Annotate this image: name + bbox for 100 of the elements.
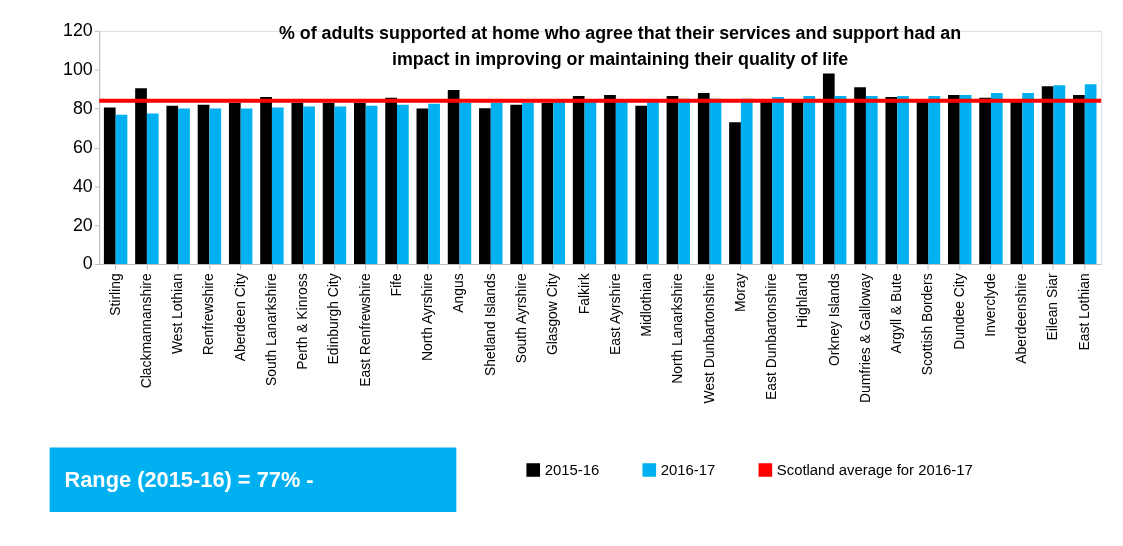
bar xyxy=(303,106,315,264)
bar xyxy=(541,102,554,264)
bar xyxy=(729,122,741,264)
y-tick-label: 60 xyxy=(72,136,93,157)
bar xyxy=(459,102,472,264)
x-tick-label: Shetland Islands xyxy=(481,273,498,376)
x-tick-label: Glasgow City xyxy=(544,273,561,356)
bar xyxy=(1084,84,1097,264)
bar xyxy=(522,102,534,264)
bar xyxy=(178,108,190,264)
bar xyxy=(166,105,179,264)
bar xyxy=(697,93,710,264)
bar xyxy=(146,113,159,264)
bar xyxy=(135,88,147,264)
bar xyxy=(834,95,847,264)
bar xyxy=(354,102,366,264)
text: Range (2015-16) = 77% - xyxy=(64,467,314,493)
x-tick-label: Edinburgh City xyxy=(325,273,342,365)
bar xyxy=(228,102,241,264)
bar xyxy=(334,106,347,264)
bar xyxy=(760,100,773,264)
bar xyxy=(865,95,878,264)
bar xyxy=(209,108,222,264)
bar xyxy=(791,100,804,264)
bar xyxy=(260,96,272,264)
legend-label: Scotland average for 2016-17 xyxy=(776,461,973,478)
bar xyxy=(271,107,284,264)
bar xyxy=(897,95,909,264)
bar xyxy=(615,101,628,264)
bar xyxy=(197,104,210,264)
x-tick-label: Perth & Kinross xyxy=(294,273,311,370)
x-tick-label: Eilean Siar xyxy=(1044,273,1061,341)
bar xyxy=(553,101,566,264)
x-tick-label: Scottish Borders xyxy=(919,273,936,376)
bar xyxy=(447,90,460,264)
bar xyxy=(1053,85,1066,264)
x-tick-label: East Ayrshire xyxy=(606,273,623,355)
x-tick-label: Argyll & Bute xyxy=(888,273,905,354)
bar xyxy=(510,104,523,264)
bar xyxy=(959,94,972,264)
bar xyxy=(572,95,585,264)
bar xyxy=(604,94,616,264)
bar xyxy=(1010,100,1023,264)
bar xyxy=(490,102,503,264)
x-tick-label: Orkney Islands xyxy=(825,273,842,366)
bar xyxy=(772,96,784,264)
x-tick-label: Stirling xyxy=(106,273,123,316)
bar xyxy=(103,107,116,264)
x-tick-label: East Lothian xyxy=(1075,273,1092,351)
bar xyxy=(635,105,648,264)
bar xyxy=(1041,86,1054,264)
bar xyxy=(428,103,440,264)
x-tick-label: Dundee City xyxy=(950,273,967,350)
legend-label: 2015-16 xyxy=(544,461,600,478)
bar xyxy=(479,108,491,264)
x-tick-label: Midlothian xyxy=(638,273,655,337)
bar xyxy=(584,101,597,264)
x-tick-label: Moray xyxy=(731,273,748,312)
x-tick-label: North Lanarkshire xyxy=(669,273,686,384)
bar xyxy=(666,95,679,264)
bar xyxy=(854,87,866,264)
bar xyxy=(803,95,816,264)
legend-label: 2016-17 xyxy=(660,461,716,478)
bar xyxy=(240,108,253,264)
bar xyxy=(928,95,941,264)
x-tick-label: Angus xyxy=(450,273,467,313)
x-tick-label: Dumfries & Galloway xyxy=(856,273,873,403)
bar xyxy=(822,73,835,264)
chart-title: % of adults supported at home who agree that their services and support had an impact in improving or maintaining their quality of life xyxy=(278,22,962,69)
bar xyxy=(916,100,929,264)
bar xyxy=(1022,93,1034,264)
bar xyxy=(115,114,128,264)
x-tick-label: Clackmannanshire xyxy=(137,273,154,389)
x-tick-label: Fife xyxy=(387,273,404,297)
x-tick-label: East Dunbartonshire xyxy=(763,273,780,400)
x-tick-label: Aberdeen City xyxy=(231,273,248,362)
x-tick-label: East Renfrewshire xyxy=(356,273,373,387)
bar xyxy=(990,93,1003,264)
x-tick-label: West Lothian xyxy=(169,273,186,355)
x-tick-label: North Ayrshire xyxy=(419,273,436,362)
bar xyxy=(416,108,429,264)
x-tick-label: South Lanarkshire xyxy=(262,273,279,387)
x-tick-label: Falkirk xyxy=(575,273,592,315)
x-tick-label: Aberdeenshire xyxy=(1013,273,1030,364)
y-tick-label: 120 xyxy=(62,20,93,41)
bar xyxy=(322,102,335,264)
bar xyxy=(291,102,304,264)
bar xyxy=(396,104,409,264)
bar xyxy=(1073,94,1085,264)
y-tick-label: 20 xyxy=(72,214,93,235)
x-tick-label: South Ayrshire xyxy=(513,273,529,364)
y-tick-label: 100 xyxy=(62,59,93,80)
bar xyxy=(885,96,898,264)
x-tick-label: Highland xyxy=(794,273,811,329)
bar xyxy=(979,97,991,264)
x-tick-label: Inverclyde xyxy=(981,273,998,337)
y-tick-label: 40 xyxy=(72,175,93,196)
y-tick-label: 0 xyxy=(82,253,93,274)
bar xyxy=(365,105,378,264)
bar xyxy=(947,94,960,264)
